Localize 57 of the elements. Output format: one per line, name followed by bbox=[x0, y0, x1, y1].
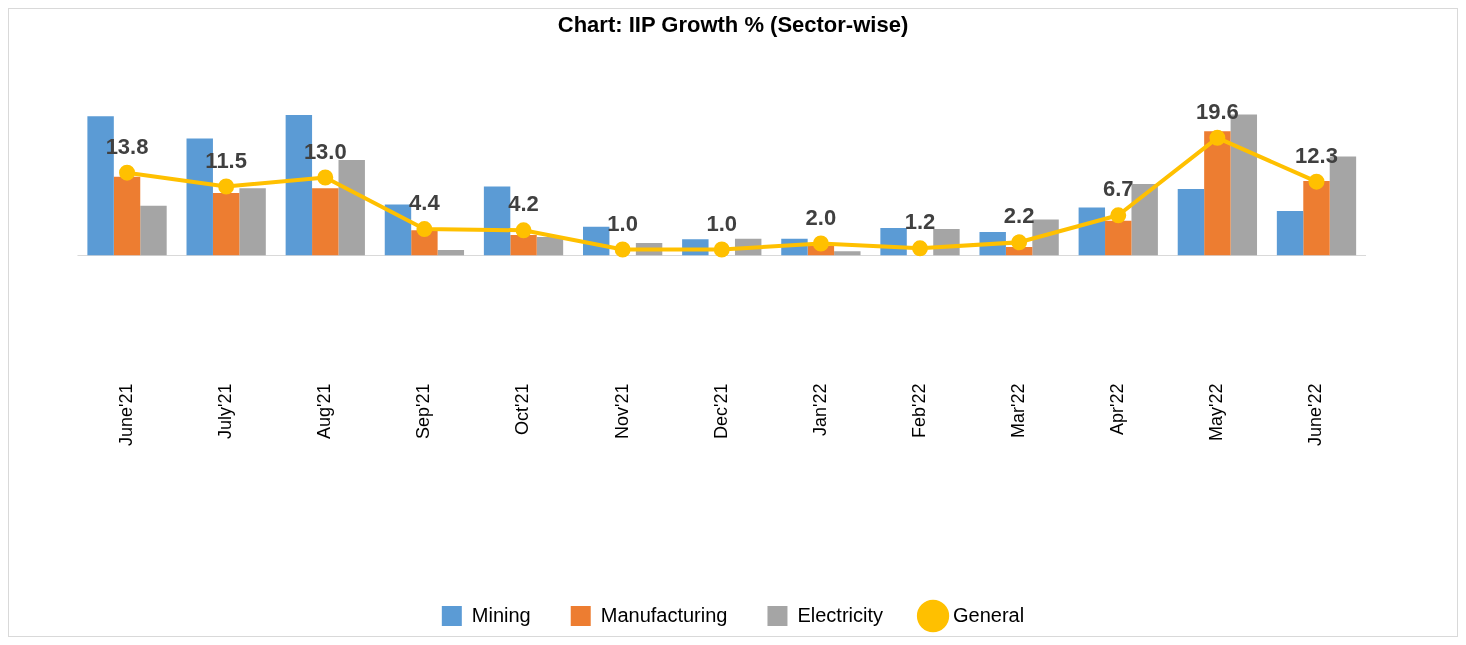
bar bbox=[437, 250, 465, 256]
point bbox=[1308, 173, 1325, 190]
bar bbox=[212, 193, 240, 256]
data-label: 12.3 bbox=[1295, 142, 1338, 168]
bar bbox=[338, 160, 365, 256]
x-tick-label: Oct'21 bbox=[512, 383, 533, 435]
data-label: 1.2 bbox=[904, 209, 936, 235]
chart-title: Chart: IIP Growth % (Sector-wise) bbox=[557, 12, 909, 38]
bar bbox=[1131, 184, 1158, 256]
point bbox=[713, 241, 730, 258]
bar bbox=[1078, 207, 1106, 256]
data-label: 1.0 bbox=[706, 210, 738, 236]
point bbox=[218, 178, 235, 195]
point bbox=[1011, 234, 1028, 251]
legend-label: Mining bbox=[471, 603, 531, 626]
x-tick-label: Sep'21 bbox=[413, 383, 434, 440]
legend-label: Electricity bbox=[797, 603, 884, 626]
point bbox=[912, 240, 929, 257]
point bbox=[614, 241, 631, 258]
point bbox=[515, 222, 532, 239]
x-tick-label: Nov'21 bbox=[611, 383, 632, 439]
x-tick-label: July'21 bbox=[215, 383, 236, 439]
x-tick-label: Dec'21 bbox=[710, 383, 731, 439]
point bbox=[317, 169, 334, 186]
bar bbox=[1204, 131, 1231, 256]
bar bbox=[536, 236, 564, 256]
bar bbox=[113, 176, 141, 256]
x-tick-label: June'22 bbox=[1305, 383, 1326, 447]
x-tick-label: Mar'22 bbox=[1008, 383, 1029, 438]
x-tick-label: Feb'22 bbox=[908, 383, 929, 438]
data-label: 19.6 bbox=[1195, 98, 1239, 124]
bar bbox=[510, 235, 537, 256]
data-label: 4.4 bbox=[409, 190, 441, 216]
legend-label: Manufacturing bbox=[600, 603, 728, 626]
bar bbox=[834, 251, 861, 256]
point bbox=[119, 164, 136, 181]
point bbox=[416, 221, 433, 238]
bar bbox=[1177, 188, 1205, 256]
point bbox=[1110, 207, 1127, 224]
bar bbox=[312, 188, 339, 256]
x-tick-label: May'22 bbox=[1206, 383, 1227, 441]
data-label: 2.0 bbox=[805, 204, 837, 230]
point bbox=[812, 235, 829, 252]
bar bbox=[1303, 181, 1330, 256]
bar bbox=[1276, 211, 1304, 256]
x-tick-label: Jan'22 bbox=[809, 383, 830, 436]
x-tick-label: Aug'21 bbox=[314, 383, 335, 440]
bar bbox=[239, 188, 266, 256]
data-label: 2.2 bbox=[1003, 203, 1035, 229]
data-label: 1.0 bbox=[607, 210, 638, 236]
point bbox=[1209, 129, 1226, 146]
bar bbox=[1105, 220, 1132, 256]
x-tick-label: June'21 bbox=[116, 383, 137, 447]
legend-label: General bbox=[953, 603, 1025, 626]
x-tick-label: Apr'22 bbox=[1107, 383, 1128, 435]
data-label: 6.7 bbox=[1102, 176, 1134, 202]
bar bbox=[140, 205, 167, 256]
